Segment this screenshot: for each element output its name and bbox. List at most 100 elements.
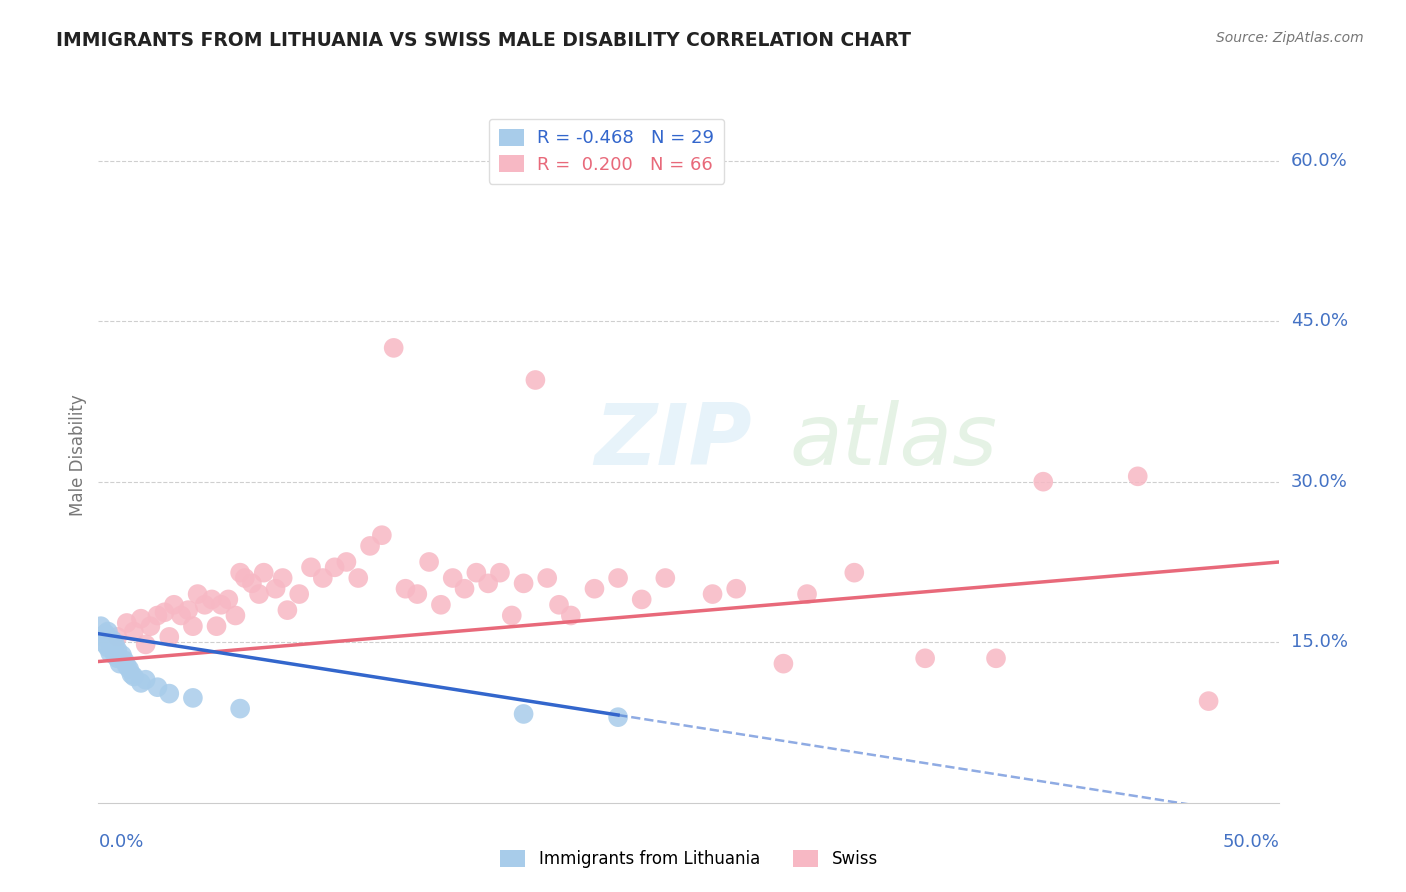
Text: atlas: atlas (789, 400, 997, 483)
Point (914, 651, 936, 665)
Point (394, 582, 416, 596)
Text: 60.0%: 60.0% (1291, 152, 1347, 169)
Point (91, 630, 114, 644)
Point (702, 587, 724, 601)
Point (1126, 469, 1149, 483)
Point (111, 648, 134, 662)
Point (139, 619, 162, 633)
Point (98, 635, 121, 649)
Point (725, 582, 748, 596)
Point (772, 657, 794, 671)
Point (94, 637, 117, 651)
Point (276, 603, 298, 617)
Point (97, 624, 120, 639)
Point (135, 637, 157, 651)
Point (524, 373, 547, 387)
Point (194, 598, 217, 612)
Text: IMMIGRANTS FROM LITHUANIA VS SWISS MALE DISABILITY CORRELATION CHART: IMMIGRANTS FROM LITHUANIA VS SWISS MALE … (56, 31, 911, 50)
Point (229, 566, 252, 580)
Point (607, 710, 630, 724)
Point (312, 571, 335, 585)
Point (209, 598, 232, 612)
Point (271, 571, 294, 585)
Text: 0.0%: 0.0% (98, 833, 143, 851)
Point (129, 612, 152, 626)
Point (583, 582, 606, 596)
Point (477, 576, 499, 591)
Text: 15.0%: 15.0% (1291, 633, 1347, 651)
Point (157, 687, 180, 701)
Point (441, 571, 464, 585)
Point (229, 701, 252, 715)
Point (205, 619, 228, 633)
Point (101, 640, 124, 655)
Point (177, 603, 200, 617)
Point (453, 582, 475, 596)
Text: 50.0%: 50.0% (1223, 833, 1279, 851)
Point (129, 676, 152, 690)
Point (122, 669, 145, 683)
Text: Source: ZipAtlas.com: Source: ZipAtlas.com (1216, 31, 1364, 45)
Point (94, 626, 117, 640)
Point (347, 571, 370, 585)
Point (654, 571, 676, 585)
Point (335, 555, 357, 569)
Point (560, 608, 582, 623)
Point (512, 576, 534, 591)
Point (630, 592, 652, 607)
Point (98, 646, 121, 660)
Point (187, 587, 209, 601)
Point (607, 571, 630, 585)
Point (108, 657, 131, 671)
Point (104, 648, 127, 662)
Point (536, 571, 558, 585)
Point (548, 598, 571, 612)
Point (170, 608, 193, 623)
Point (796, 587, 818, 601)
Point (153, 605, 176, 619)
Point (253, 566, 276, 580)
Point (501, 608, 523, 623)
Text: ZIP: ZIP (595, 400, 752, 483)
Point (224, 608, 246, 623)
Point (430, 598, 453, 612)
Point (146, 608, 169, 623)
Y-axis label: Male Disability: Male Disability (69, 394, 87, 516)
Text: 45.0%: 45.0% (1291, 312, 1348, 330)
Point (264, 582, 287, 596)
Point (181, 690, 204, 705)
Point (288, 587, 311, 601)
Point (359, 539, 381, 553)
Point (97, 640, 120, 655)
Point (382, 341, 405, 355)
Point (465, 566, 488, 580)
Point (844, 566, 866, 580)
Point (157, 630, 180, 644)
Point (105, 651, 128, 665)
Point (1198, 694, 1220, 708)
Point (112, 653, 135, 667)
Point (105, 642, 128, 657)
Point (90, 619, 112, 633)
Point (163, 598, 186, 612)
Legend: R = -0.468   N = 29, R =  0.200   N = 66: R = -0.468 N = 29, R = 0.200 N = 66 (489, 119, 724, 184)
Point (323, 560, 346, 574)
Point (105, 630, 128, 644)
Point (146, 680, 169, 694)
Point (240, 576, 263, 591)
Point (115, 658, 138, 673)
Point (406, 587, 429, 601)
Point (233, 571, 256, 585)
Point (299, 560, 322, 574)
Point (371, 528, 394, 542)
Point (104, 637, 127, 651)
Point (489, 566, 512, 580)
Point (122, 624, 145, 639)
Point (118, 662, 141, 676)
Point (512, 706, 534, 721)
Point (121, 667, 143, 681)
Point (984, 651, 1007, 665)
Point (1032, 475, 1054, 489)
Point (217, 592, 239, 607)
Point (101, 633, 124, 648)
